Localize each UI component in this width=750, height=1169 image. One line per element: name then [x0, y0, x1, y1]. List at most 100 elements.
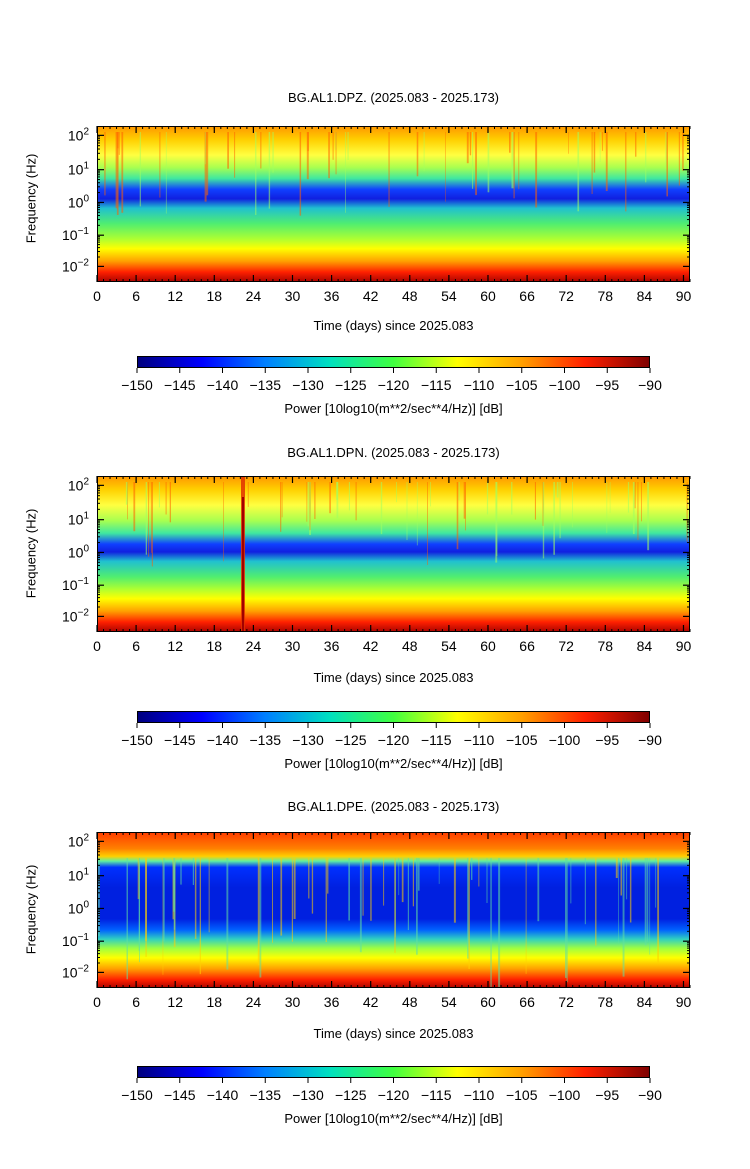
y-tick-label: 10−1	[62, 576, 89, 593]
x-tick-label: 30	[285, 288, 301, 304]
colorbar-tick-label: −135	[249, 377, 281, 393]
chart-1-title: BG.AL1.DPZ. (2025.083 - 2025.173)	[287, 90, 499, 105]
spectrogram-streak	[427, 482, 428, 565]
x-tick-label: 6	[132, 638, 140, 654]
spectrogram-streak	[605, 132, 608, 191]
spectrogram-streak	[355, 482, 357, 521]
x-tick-label: 66	[519, 994, 535, 1010]
spectrogram-streak	[620, 858, 622, 896]
spectrogram-streak	[666, 132, 668, 197]
spectrogram-streak	[118, 132, 120, 155]
x-tick-label: 90	[676, 288, 692, 304]
spectrogram-streak	[299, 132, 302, 216]
colorbar-tick-label: −125	[335, 377, 367, 393]
y-tick-label: 100	[68, 899, 90, 916]
chart-3-colorbar	[137, 1066, 650, 1078]
spectrogram-streak	[121, 132, 124, 213]
spectrogram-streak	[570, 858, 572, 904]
spectrogram-streak	[458, 482, 460, 501]
colorbar-tick-label: −115	[421, 377, 452, 393]
spectrogram-streak	[568, 132, 569, 154]
x-tick-label: 84	[637, 288, 653, 304]
spectrogram-streak	[438, 858, 440, 884]
x-tick-label: 48	[402, 994, 418, 1010]
chart-1-plot-area	[97, 126, 690, 282]
spectrogram-streak	[632, 482, 635, 534]
spectrogram-streak	[348, 482, 350, 511]
spectrogram-streak	[542, 482, 545, 559]
spectrogram-streak	[626, 858, 628, 900]
spectrogram-streak	[165, 482, 167, 515]
spectrogram-streak	[467, 858, 469, 959]
x-tick-label: 36	[324, 638, 340, 654]
spectrogram-streak	[682, 132, 684, 171]
spectrogram-streak	[401, 858, 404, 903]
colorbar-tick-label: −90	[638, 377, 662, 393]
x-tick-label: 36	[324, 288, 340, 304]
colorbar-tick-label: −150	[121, 732, 153, 748]
spectrogram-streak	[490, 858, 492, 987]
y-tick-label: 102	[68, 832, 90, 849]
spectrogram-streak	[518, 132, 520, 190]
spectrogram-streak	[159, 132, 161, 198]
spectrogram-streak	[165, 132, 167, 214]
x-tick-label: 48	[402, 288, 418, 304]
spectrogram-streak	[280, 482, 282, 532]
spectrogram-streak	[599, 132, 601, 162]
colorbar-tick-label: −140	[207, 377, 239, 393]
spectrogram-streak	[534, 482, 536, 520]
x-tick-label: 60	[480, 994, 496, 1010]
x-tick-label: 6	[132, 994, 140, 1010]
chart-2-axes: 0 6 12 18 24 30 36 42 48 54 60 66 72 78 84 90 102 101 100 1…	[62, 476, 691, 654]
x-tick-label: 24	[246, 288, 262, 304]
spectrogram-streak	[412, 858, 414, 907]
spectrogram-streak	[272, 132, 274, 173]
x-tick-label: 12	[167, 638, 183, 654]
x-tick-label: 72	[558, 994, 574, 1010]
x-tick-label: 12	[167, 994, 183, 1010]
spectrogram-streak	[577, 132, 580, 212]
spectrogram-streak	[591, 132, 593, 194]
spectrogram-streak	[641, 482, 642, 522]
chart-3-spectrogram	[98, 833, 689, 987]
y-tick-label: 101	[68, 161, 90, 178]
colorbar-tick-label: −95	[595, 732, 619, 748]
spectrogram-streak	[133, 482, 136, 532]
x-tick-label: 42	[363, 638, 379, 654]
spectrogram-streak	[314, 482, 316, 519]
spectrogram-streak	[398, 858, 400, 896]
colorbar-tick-label: −120	[378, 377, 410, 393]
spectrogram-streak	[163, 858, 165, 942]
x-tick-label: 0	[93, 638, 101, 654]
spectrogram-streak	[125, 482, 128, 505]
x-tick-label: 78	[597, 638, 613, 654]
spectrogram-streak	[646, 858, 649, 942]
y-tick-label: 100	[68, 193, 90, 210]
spectrogram-streak	[627, 482, 630, 513]
spectrogram-streak	[98, 858, 100, 937]
spectrogram-streak	[525, 858, 527, 974]
x-tick-label: 12	[167, 288, 183, 304]
spectrogram-streak	[456, 482, 459, 550]
spectrogram-streak	[495, 482, 498, 563]
spectrogram-streak	[145, 482, 147, 555]
y-tick-label: 10−1	[62, 932, 89, 949]
colorbar-tick-label: −115	[421, 1087, 452, 1103]
spectrogram-streak	[406, 482, 408, 540]
spectrogram-streak	[272, 858, 273, 943]
x-tick-label: 60	[480, 638, 496, 654]
spectrogram-streak	[234, 132, 236, 178]
x-tick-label: 90	[676, 994, 692, 1010]
spectrogram-streak	[511, 132, 514, 189]
spectrogram-streak	[335, 132, 337, 175]
spectrogram-streak	[657, 858, 659, 964]
chart-2-colorbar-axis: −150 −145 −140 −135 −130 −125 −120 −115 −110 −105…	[121, 723, 662, 748]
spectrogram-streak	[416, 858, 418, 955]
spectrogram-streak	[104, 132, 106, 196]
x-tick-label: 18	[207, 288, 223, 304]
spectrogram-streak	[471, 858, 473, 880]
colorbar-tick-label: −110	[464, 1087, 495, 1103]
colorbar-tick-label: −105	[506, 1087, 538, 1103]
x-tick-label: 24	[246, 994, 262, 1010]
colorbar-tick-label: −150	[121, 1087, 153, 1103]
